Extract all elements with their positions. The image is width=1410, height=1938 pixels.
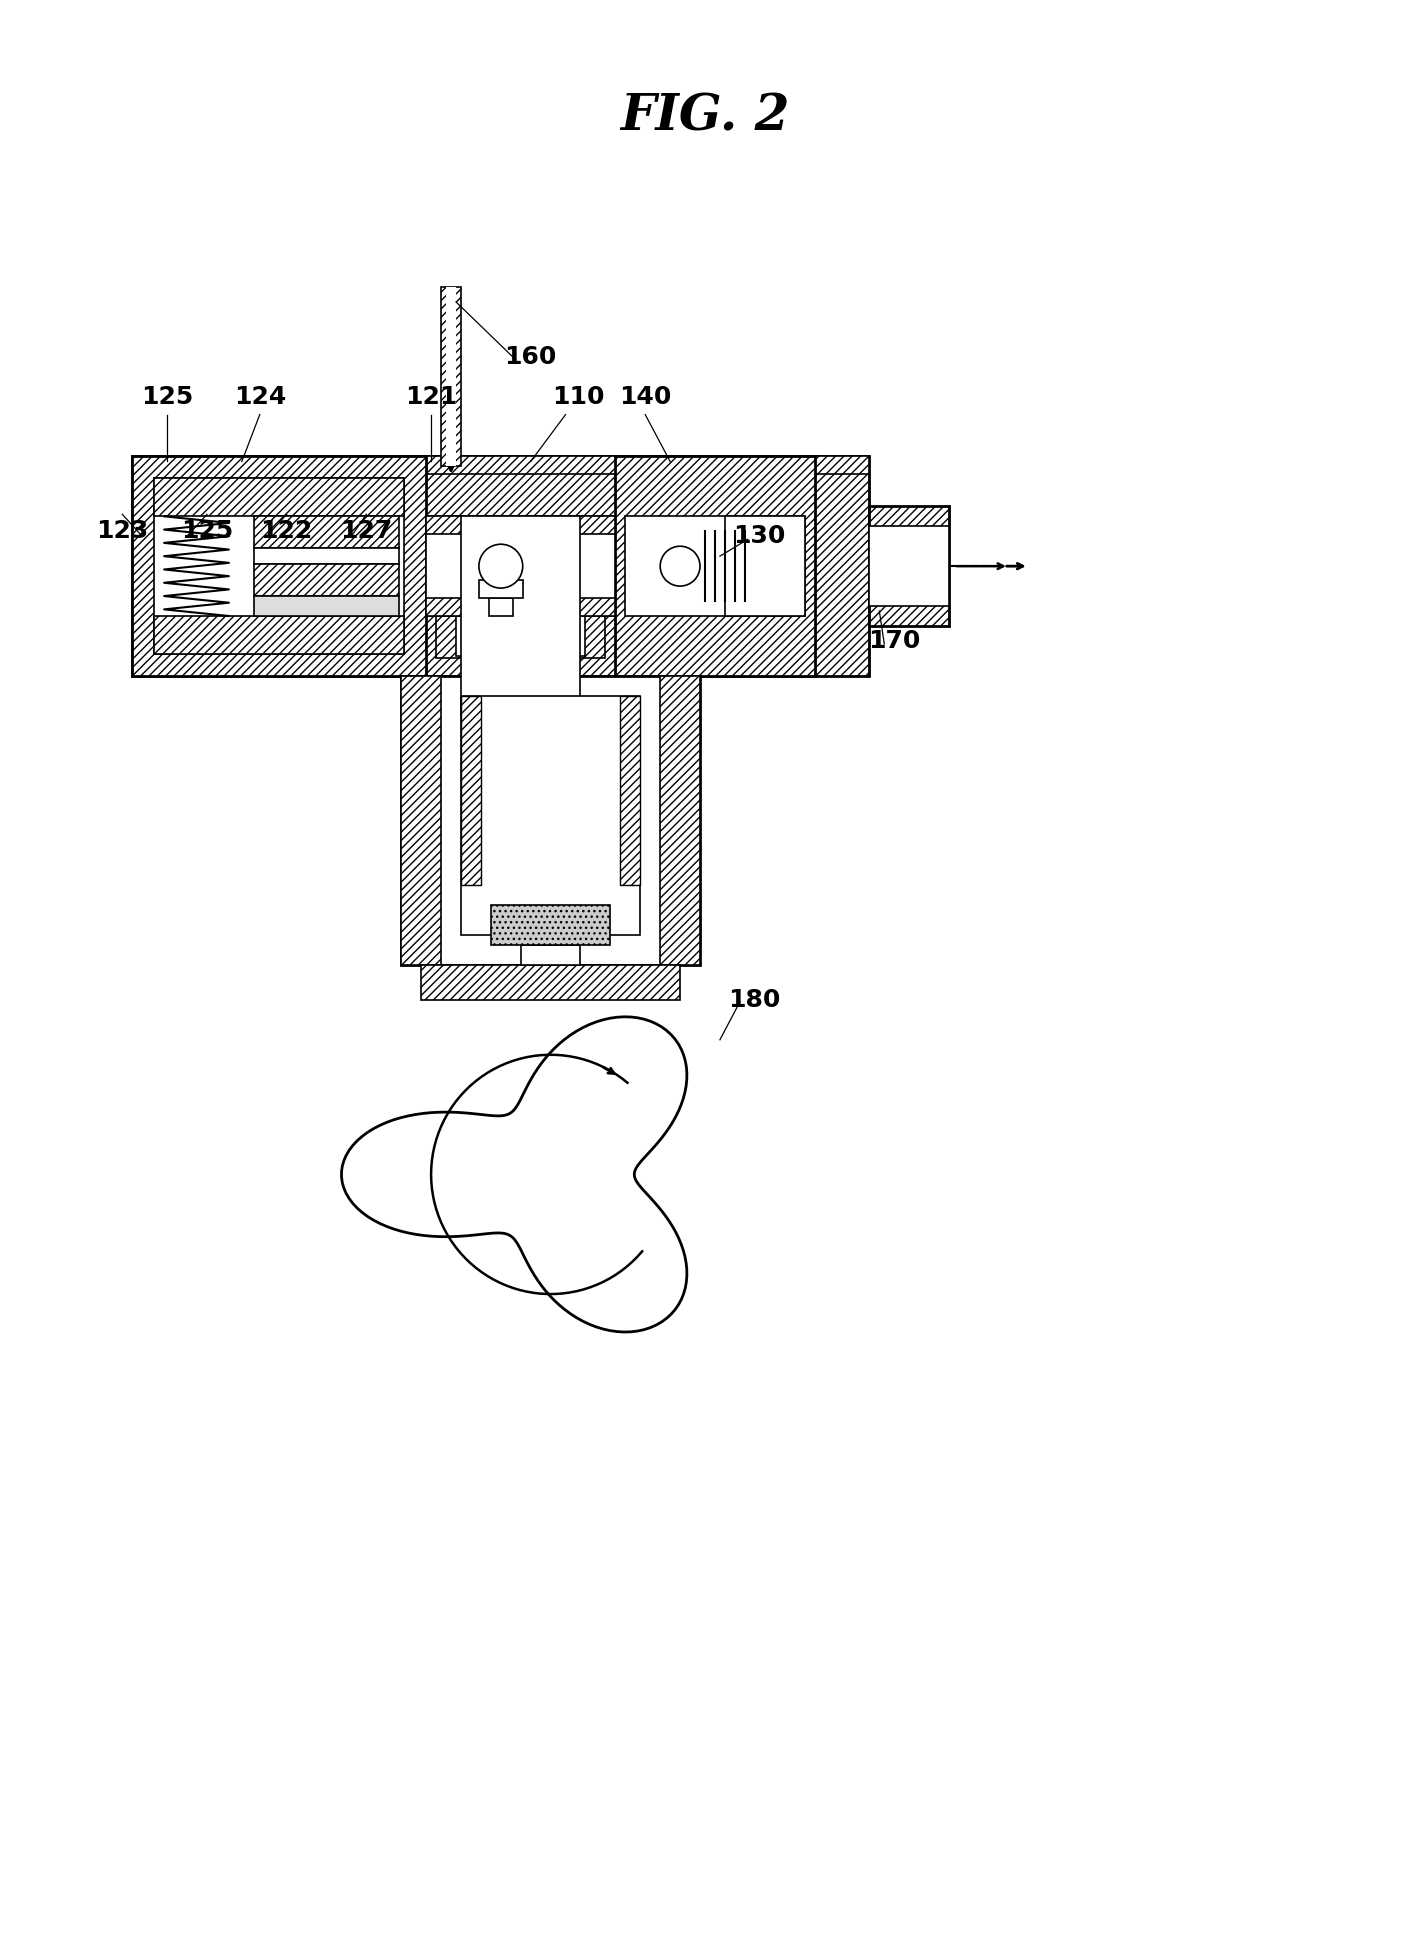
Text: 180: 180 xyxy=(729,988,781,1012)
Bar xyxy=(426,516,615,616)
Text: 124: 124 xyxy=(234,384,286,409)
Bar xyxy=(461,696,481,886)
Bar xyxy=(402,676,699,965)
Text: 110: 110 xyxy=(553,384,605,409)
Text: 160: 160 xyxy=(505,345,557,368)
Circle shape xyxy=(479,545,523,587)
Text: 170: 170 xyxy=(869,630,921,653)
Bar xyxy=(625,516,805,616)
Bar xyxy=(254,597,399,616)
Bar xyxy=(520,946,581,965)
Bar xyxy=(491,905,611,946)
Bar xyxy=(426,599,615,616)
Bar xyxy=(154,616,405,653)
Bar xyxy=(422,965,680,1000)
Bar xyxy=(620,696,640,886)
Bar xyxy=(446,287,455,467)
Text: 125: 125 xyxy=(180,519,233,543)
Bar xyxy=(870,527,949,607)
Bar xyxy=(870,506,949,626)
Text: 140: 140 xyxy=(619,384,671,409)
Polygon shape xyxy=(341,1017,687,1331)
Bar xyxy=(133,457,870,475)
Circle shape xyxy=(660,547,699,585)
Bar xyxy=(154,479,405,516)
Text: 127: 127 xyxy=(340,519,392,543)
Bar xyxy=(254,516,399,548)
Text: 121: 121 xyxy=(405,384,457,409)
Bar xyxy=(426,516,615,535)
Bar xyxy=(479,579,523,599)
Bar xyxy=(133,457,870,676)
Text: 122: 122 xyxy=(261,519,313,543)
Bar xyxy=(254,564,399,597)
Bar xyxy=(461,696,640,936)
Bar xyxy=(489,599,513,616)
Bar xyxy=(455,616,585,655)
Bar xyxy=(725,516,805,616)
Text: 130: 130 xyxy=(733,525,785,548)
Bar xyxy=(441,287,461,467)
Bar xyxy=(615,457,815,676)
Bar xyxy=(154,479,405,653)
Text: FIG. 2: FIG. 2 xyxy=(620,93,790,141)
Bar xyxy=(133,457,426,676)
Bar xyxy=(254,548,399,564)
Bar xyxy=(660,676,699,965)
Text: 125: 125 xyxy=(141,384,193,409)
Bar xyxy=(436,535,605,657)
Text: 123: 123 xyxy=(96,519,148,543)
Bar xyxy=(402,676,441,965)
Bar xyxy=(461,516,581,715)
